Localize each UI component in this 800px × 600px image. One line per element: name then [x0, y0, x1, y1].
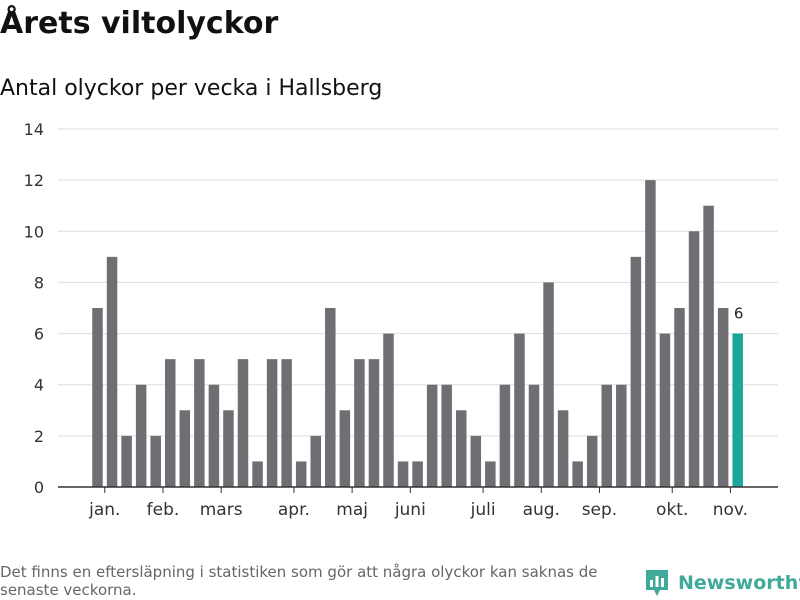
bar [456, 410, 467, 487]
brand-logo[interactable]: Newsworthy [644, 568, 800, 598]
bar [281, 359, 292, 487]
bar [528, 384, 540, 487]
bar [572, 461, 583, 487]
y-tick-label: 10 [24, 222, 44, 241]
bar [470, 435, 482, 487]
bar [601, 384, 612, 487]
bar [310, 435, 321, 487]
bar [485, 461, 496, 487]
bar [339, 410, 351, 487]
bar [106, 256, 118, 487]
x-tick-label: jan. [88, 500, 120, 520]
footer-note: Det finns en eftersläpning i statistiken… [0, 563, 598, 599]
x-tick-label: juli [470, 500, 496, 520]
bar [426, 384, 438, 487]
brand-name: Newsworthy [678, 572, 800, 594]
bar [688, 231, 700, 487]
bar [616, 384, 627, 487]
y-tick-label: 12 [24, 171, 44, 190]
y-tick-label: 6 [34, 325, 44, 344]
bar [325, 308, 336, 487]
chart-subtitle: Antal olyckor per vecka i Hallsberg [0, 76, 383, 101]
bar [586, 435, 598, 487]
bar [121, 435, 132, 487]
y-tick-label: 2 [34, 427, 44, 446]
bar [659, 333, 671, 487]
y-tick-label: 8 [34, 273, 44, 292]
bar [397, 461, 409, 487]
bar-highlight [732, 333, 743, 487]
bar [208, 384, 220, 487]
bar [92, 308, 103, 487]
bar [674, 308, 685, 487]
x-tick-label: juni [394, 500, 426, 520]
bar [499, 384, 511, 487]
bar [514, 333, 525, 487]
bar [194, 359, 205, 487]
bar [412, 461, 423, 487]
bar [252, 461, 263, 487]
bar [383, 333, 394, 487]
x-tick-label: maj [336, 500, 368, 520]
x-tick-label: aug. [523, 500, 560, 520]
y-tick-label: 4 [34, 376, 44, 395]
x-tick-label: apr. [278, 500, 310, 520]
bar [266, 359, 278, 487]
bar [557, 410, 569, 487]
x-tick-label: feb. [147, 500, 180, 520]
bar [630, 256, 642, 487]
bar [645, 180, 656, 487]
bar [703, 205, 714, 487]
bar [237, 359, 249, 487]
data-label: 6 [734, 305, 744, 323]
bar [295, 461, 307, 487]
bar [354, 359, 365, 487]
bar [368, 359, 380, 487]
bar-chart-logo-icon [646, 570, 668, 596]
x-tick-label: okt. [656, 500, 688, 520]
bar [441, 384, 452, 487]
bar [543, 282, 554, 487]
y-tick-label: 0 [34, 478, 44, 497]
chart-title: Årets viltolyckor [0, 6, 279, 41]
bar [135, 384, 147, 487]
bar [717, 308, 729, 487]
x-tick-label: nov. [713, 500, 748, 520]
bar [150, 435, 161, 487]
bar [179, 410, 191, 487]
bar [223, 410, 234, 487]
bar [165, 359, 176, 487]
x-tick-label: sep. [582, 500, 618, 520]
bar-chart: 0 2 4 6 8 10 12 14 6 jan. feb. mars apr. maj juni juli a… [24, 120, 778, 520]
y-tick-label: 14 [24, 120, 44, 139]
x-tick-label: mars [200, 500, 243, 520]
